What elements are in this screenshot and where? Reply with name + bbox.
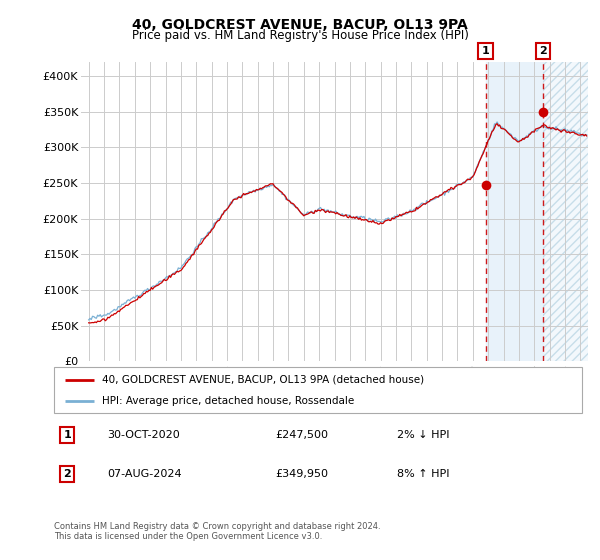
Text: 2: 2	[64, 469, 71, 479]
Text: Contains HM Land Registry data © Crown copyright and database right 2024.
This d: Contains HM Land Registry data © Crown c…	[54, 522, 380, 542]
Text: 8% ↑ HPI: 8% ↑ HPI	[397, 469, 450, 479]
Text: 40, GOLDCREST AVENUE, BACUP, OL13 9PA: 40, GOLDCREST AVENUE, BACUP, OL13 9PA	[132, 18, 468, 32]
Text: 1: 1	[482, 46, 490, 56]
Text: 1: 1	[64, 430, 71, 440]
Text: £247,500: £247,500	[276, 430, 329, 440]
Text: Price paid vs. HM Land Registry's House Price Index (HPI): Price paid vs. HM Land Registry's House …	[131, 29, 469, 42]
Bar	[485, 62, 543, 361]
Text: 2% ↓ HPI: 2% ↓ HPI	[397, 430, 450, 440]
Text: 30-OCT-2020: 30-OCT-2020	[107, 430, 179, 440]
Text: 40, GOLDCREST AVENUE, BACUP, OL13 9PA (detached house): 40, GOLDCREST AVENUE, BACUP, OL13 9PA (d…	[101, 375, 424, 385]
Text: 2: 2	[539, 46, 547, 56]
Bar	[543, 62, 588, 361]
Text: HPI: Average price, detached house, Rossendale: HPI: Average price, detached house, Ross…	[101, 396, 354, 406]
Text: £349,950: £349,950	[276, 469, 329, 479]
Bar	[543, 62, 588, 361]
Text: 07-AUG-2024: 07-AUG-2024	[107, 469, 181, 479]
FancyBboxPatch shape	[54, 367, 582, 413]
